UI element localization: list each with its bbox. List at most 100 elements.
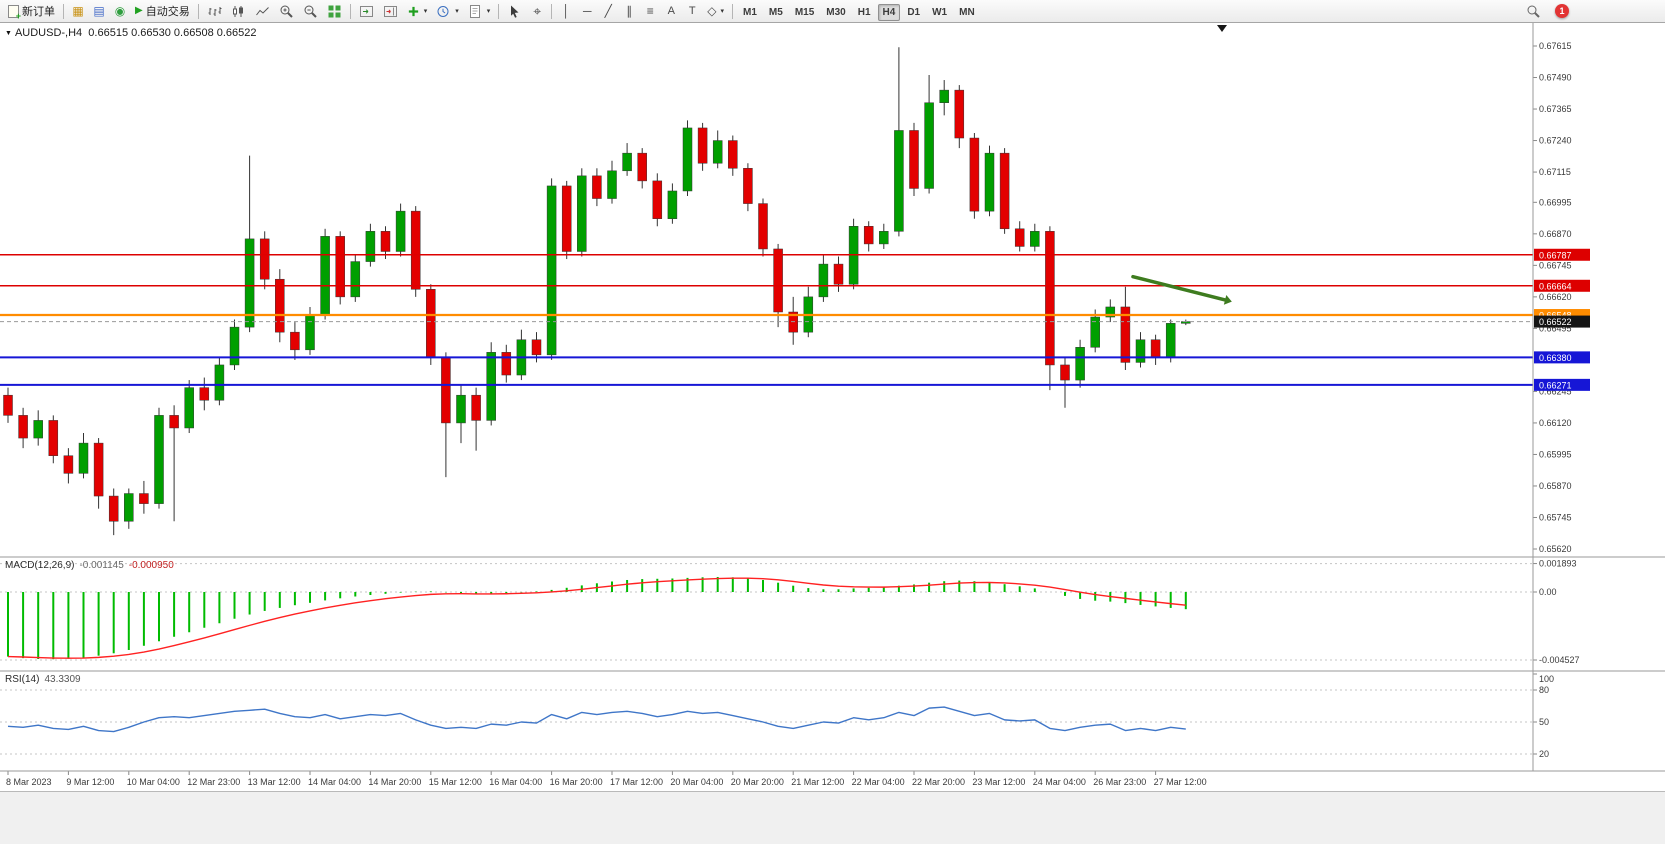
candle-body [592, 175, 602, 199]
candle-body [501, 352, 512, 376]
timeframe-button-m15[interactable]: M15 [790, 4, 819, 21]
timeframe-button-w1[interactable]: W1 [927, 4, 952, 21]
crosshair-button[interactable]: ⌖ [527, 2, 547, 21]
navigator-button[interactable]: ▤ [89, 2, 109, 21]
time-axis-label: 13 Mar 12:00 [248, 777, 301, 787]
separator [732, 3, 733, 19]
zoom-out-button[interactable] [299, 2, 322, 21]
timeframe-button-d1[interactable]: D1 [902, 4, 925, 21]
bar-chart-icon [208, 6, 222, 16]
zoom-in-button[interactable] [275, 2, 298, 21]
price-level-badge-text: 0.66380 [1539, 353, 1572, 363]
price-axis-label: 0.66745 [1539, 260, 1572, 270]
market-watch-button[interactable]: ▦ [68, 2, 88, 21]
metaquotes-button[interactable]: ◉ [110, 2, 130, 21]
vertical-line-button[interactable]: │ [556, 2, 576, 21]
cursor-icon [511, 5, 519, 18]
candle-body [18, 415, 28, 439]
play-icon: ▶ [135, 5, 143, 16]
market-watch-icon: ▦ [72, 4, 84, 18]
template-icon [469, 4, 480, 18]
trend-arrow[interactable] [1131, 274, 1227, 302]
candle-body [320, 236, 330, 315]
bottom-strip [0, 791, 1665, 844]
price-axis-label: 0.65620 [1539, 544, 1572, 554]
text-label-button[interactable]: T [682, 2, 702, 21]
fibonacci-button[interactable]: ≡ [640, 2, 660, 21]
rsi-axis-label: 20 [1539, 749, 1549, 759]
chevron-down-icon: ▾ [486, 8, 491, 15]
timeframe-button-m5[interactable]: M5 [764, 4, 788, 21]
candle-body [728, 140, 738, 169]
candle-body [290, 331, 300, 351]
candlestick-chart-button[interactable] [227, 2, 250, 21]
candle-body [1060, 364, 1070, 381]
time-axis-label: 22 Mar 04:00 [852, 777, 905, 787]
candle-body [1105, 306, 1116, 318]
add-indicator-button[interactable]: ▾ [403, 2, 432, 21]
candle-body [622, 152, 632, 172]
timeframe-button-m1[interactable]: M1 [738, 4, 762, 21]
timeframe-button-h4[interactable]: H4 [877, 3, 901, 21]
price-axis-label: 0.67365 [1539, 104, 1572, 114]
text-button[interactable]: A [661, 2, 681, 21]
price-axis-label: 0.65870 [1539, 481, 1572, 491]
time-axis-label: 17 Mar 12:00 [610, 777, 663, 787]
rsi-name: RSI(14) [5, 674, 40, 685]
tile-windows-button[interactable] [323, 2, 346, 21]
channel-icon: ∥ [626, 4, 633, 18]
zoom-out-icon [304, 5, 317, 18]
timeframe-button-mn[interactable]: MN [954, 4, 980, 21]
new-order-button[interactable]: 新订单 [4, 2, 59, 21]
toolbar: 新订单 ▦ ▤ ◉ ▶ 自动交易 ▾ ▾ ▾ ⌖ │ ─ ╱ ∥ ≡ A T ◇… [0, 0, 1665, 23]
time-axis-label: 24 Mar 04:00 [1033, 777, 1086, 787]
shapes-button[interactable]: ◇ ▾ [703, 2, 728, 21]
search-button[interactable] [1522, 2, 1545, 21]
candle-body [607, 170, 617, 199]
candle-body [743, 168, 753, 204]
auto-scroll-button[interactable] [355, 2, 378, 21]
candle-body [1120, 306, 1131, 363]
price-axis-label: 0.66495 [1539, 323, 1572, 333]
autotrading-button[interactable]: ▶ 自动交易 [131, 2, 194, 21]
new-order-icon [8, 4, 21, 21]
chart-shift-button[interactable] [379, 2, 402, 21]
line-chart-button[interactable] [251, 2, 274, 21]
candle-body [984, 152, 995, 212]
candle-body [108, 495, 119, 522]
candle-body [1030, 231, 1040, 247]
candle-body [33, 420, 43, 439]
time-axis-label: 22 Mar 20:00 [912, 777, 965, 787]
templates-button[interactable]: ▾ [464, 2, 495, 21]
candle-body [758, 203, 768, 250]
candle-body [637, 152, 647, 182]
candle-body [969, 137, 980, 212]
candle-body [818, 263, 829, 298]
timeframe-button-h1[interactable]: H1 [853, 4, 876, 21]
time-axis-label: 20 Mar 20:00 [731, 777, 784, 787]
cursor-button[interactable] [503, 2, 526, 21]
channel-button[interactable]: ∥ [619, 2, 639, 21]
trend-arrow-head[interactable] [1223, 295, 1232, 305]
candlestick-chart-icon [232, 5, 243, 17]
price-axis-label: 0.66870 [1539, 229, 1572, 239]
notification-badge[interactable]: 1 [1555, 4, 1569, 18]
chart-expand-icon[interactable]: ▼ [5, 30, 12, 37]
trendline-button[interactable]: ╱ [598, 2, 618, 21]
bar-chart-button[interactable] [203, 2, 226, 21]
candle-body [275, 278, 285, 333]
text-icon: A [667, 4, 675, 17]
time-axis-label: 14 Mar 20:00 [368, 777, 421, 787]
rsi-indicator-label: RSI(14) 43.3309 [5, 674, 81, 685]
macd-main-value: -0.001145 [79, 560, 124, 571]
periods-button[interactable]: ▾ [432, 2, 463, 21]
chart-shift-marker[interactable] [1217, 25, 1227, 32]
timeframe-button-m30[interactable]: M30 [821, 4, 850, 21]
price-level-badge-text: 0.66548 [1539, 311, 1572, 321]
horizontal-line-button[interactable]: ─ [577, 2, 597, 21]
horizontal-line-icon: ─ [582, 4, 592, 18]
candle-body [894, 130, 904, 232]
price-axis-label: 0.65745 [1539, 512, 1572, 522]
candle-body [773, 248, 783, 313]
